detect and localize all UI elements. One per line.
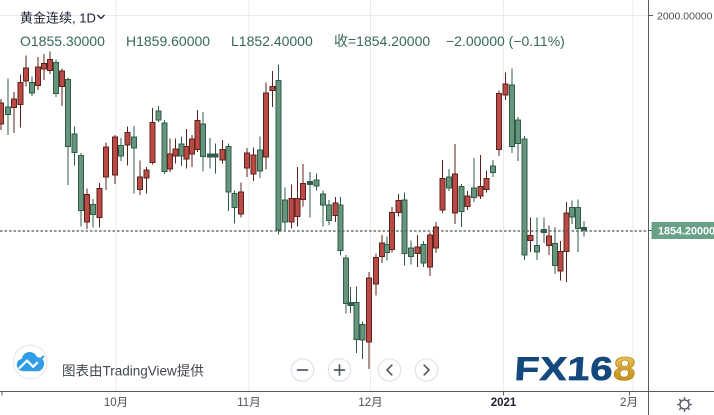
svg-text:2月: 2月 <box>620 397 638 409</box>
svg-text:FX168: FX168 <box>514 350 638 387</box>
svg-text:11月: 11月 <box>237 397 260 409</box>
svg-text:图表由TradingView提供: 图表由TradingView提供 <box>62 364 204 379</box>
svg-text:12月: 12月 <box>358 397 382 409</box>
svg-text:黄金连续, 1D: 黄金连续, 1D <box>20 11 96 26</box>
svg-text:10月: 10月 <box>104 397 128 409</box>
svg-text:L1852.40000: L1852.40000 <box>231 33 313 49</box>
svg-text:O1855.30000: O1855.30000 <box>20 33 105 49</box>
svg-text:1854.20000: 1854.20000 <box>658 226 714 238</box>
svg-text:2021: 2021 <box>491 397 517 409</box>
svg-text:−2.00000 (−0.11%): −2.00000 (−0.11%) <box>446 33 565 49</box>
svg-text:H1859.60000: H1859.60000 <box>126 33 210 49</box>
svg-text:2000.00000: 2000.00000 <box>657 10 713 22</box>
svg-text:收=1854.20000: 收=1854.20000 <box>334 33 430 49</box>
